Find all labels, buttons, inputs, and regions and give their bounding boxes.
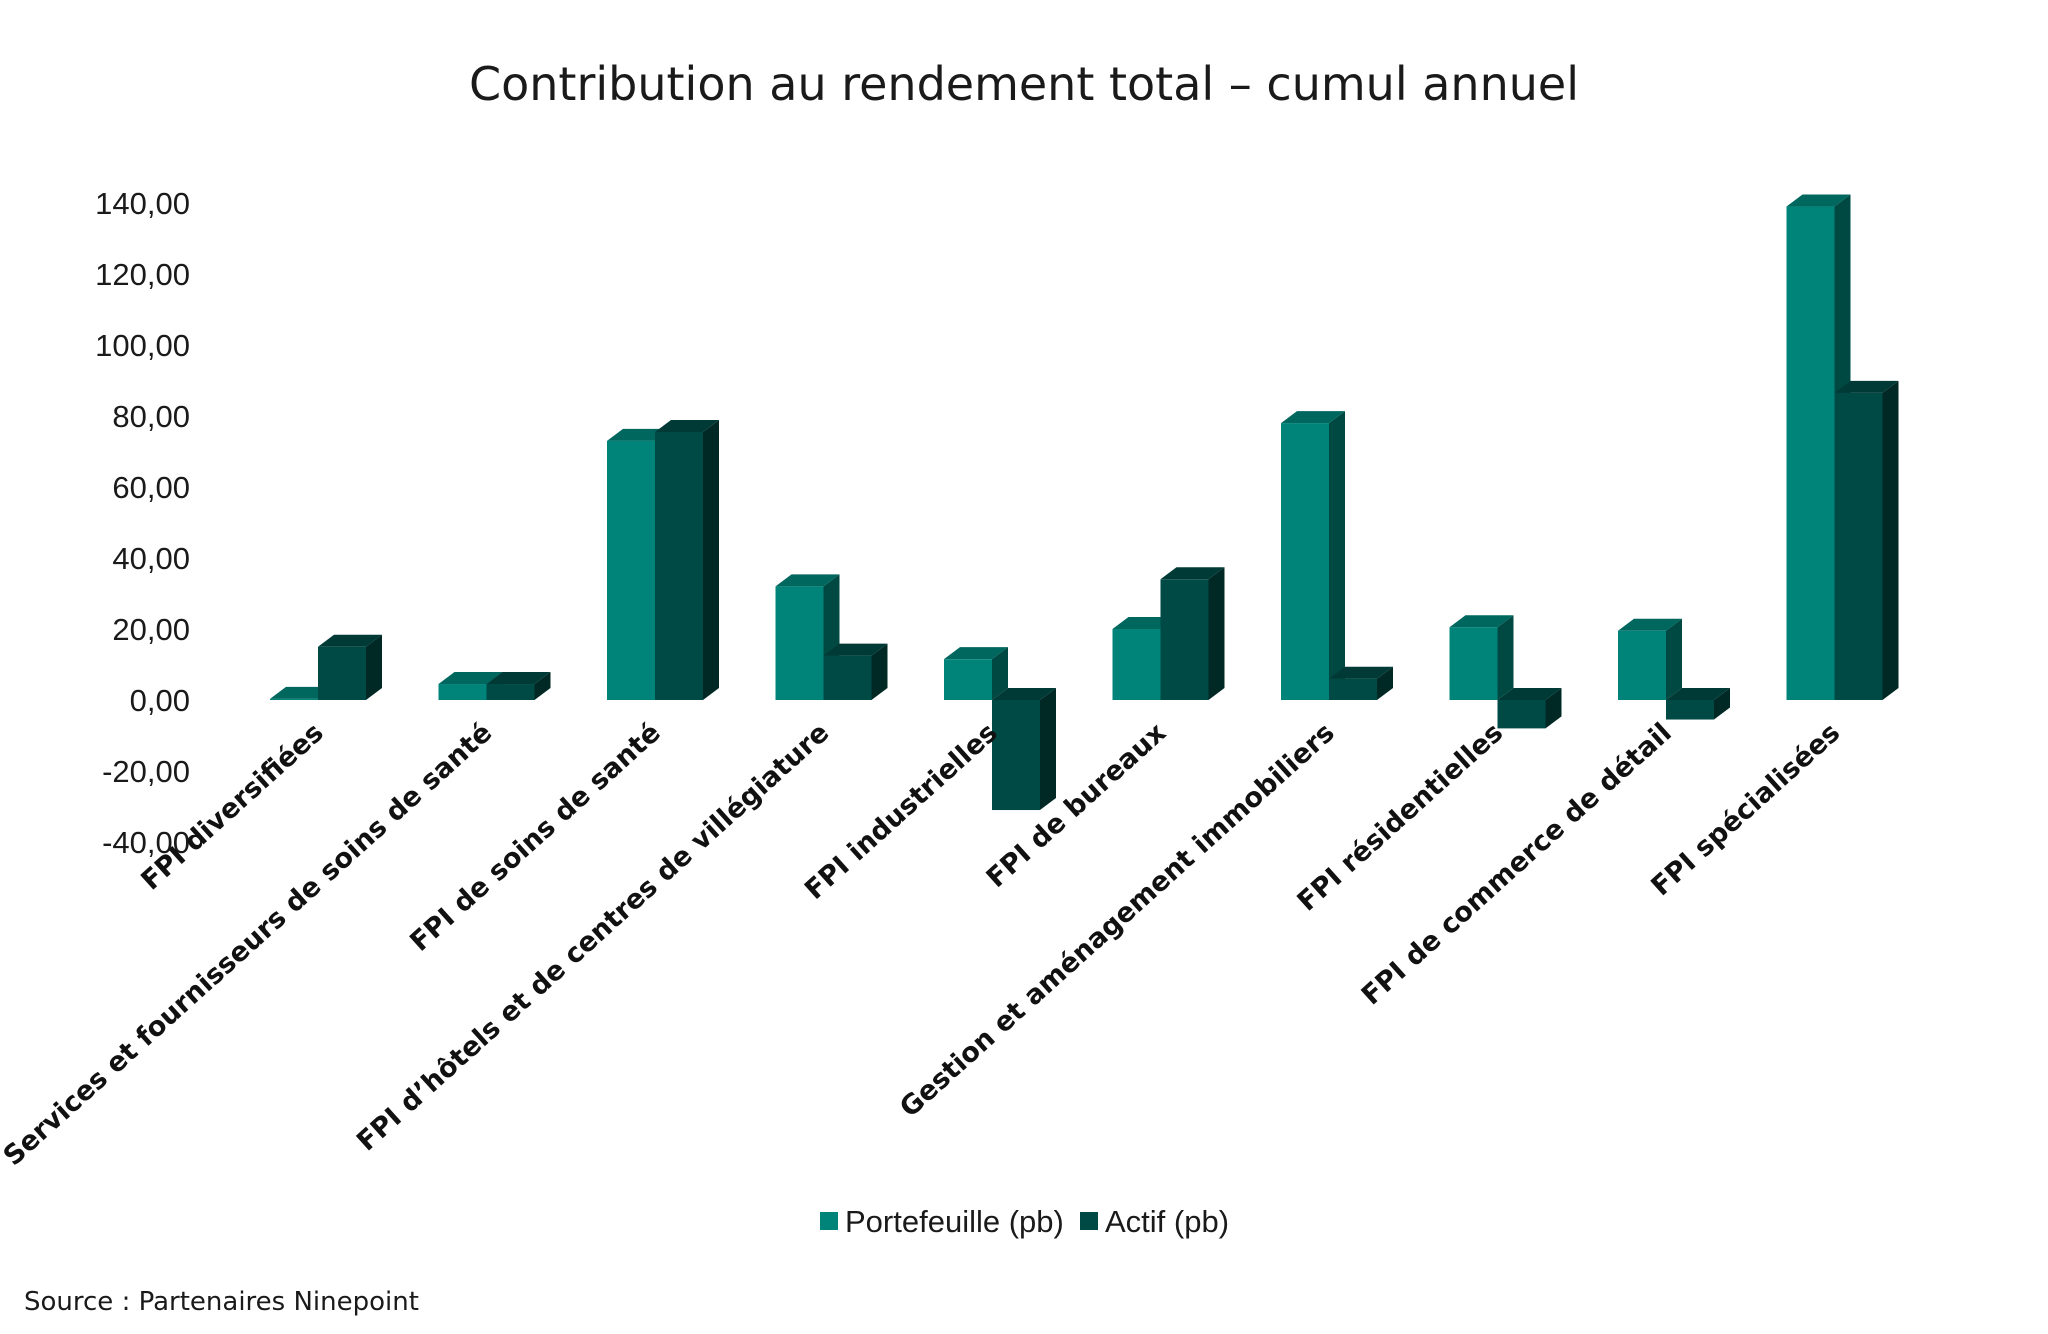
y-tick-label: 100,00 [95, 328, 190, 363]
bar-side [1666, 618, 1682, 700]
bar [1160, 567, 1225, 700]
bar [1834, 380, 1899, 700]
bar-front [607, 440, 655, 700]
bar-front [318, 646, 366, 700]
bar-top [1329, 666, 1393, 679]
bar-front [823, 655, 872, 700]
x-tick-label: FPI de commerce de détail [1356, 717, 1678, 1011]
bar-side [1208, 567, 1225, 700]
bar-side [1545, 688, 1562, 729]
bar-side [1882, 380, 1899, 700]
bar-side [992, 647, 1008, 700]
bar-front [486, 684, 535, 700]
bar [1329, 666, 1393, 700]
bar-front [1160, 579, 1209, 700]
y-tick-label: -20,00 [102, 754, 190, 789]
bar-top [823, 643, 888, 656]
chart-title: Contribution au rendement total – cumul … [469, 57, 1579, 111]
y-tick-label: 120,00 [95, 257, 190, 292]
bar-top [1497, 688, 1562, 700]
source-note: Source : Partenaires Ninepoint [24, 1287, 419, 1317]
bars [270, 194, 1899, 811]
bar [944, 647, 1008, 700]
bar-front [1834, 392, 1883, 700]
bar-front [992, 700, 1040, 811]
bar-side [1497, 615, 1514, 700]
bar-side [1040, 688, 1056, 811]
bar-side [1377, 666, 1393, 700]
legend: Portefeuille (pb) Actif (pb) [820, 1204, 1229, 1239]
bar [823, 643, 888, 700]
bar-front [1786, 206, 1835, 701]
bar-top [438, 672, 503, 685]
x-tick-label: FPI spécialisées [1645, 717, 1846, 902]
bar-top [992, 688, 1056, 700]
bar [1618, 618, 1682, 700]
y-tick-label: 140,00 [95, 186, 190, 221]
x-tick-label: FPI diversifiées [135, 717, 329, 896]
bar-top [486, 672, 551, 685]
bar-top [318, 634, 382, 647]
bar-top [1786, 194, 1851, 207]
bar-top [944, 647, 1008, 660]
bar-front [655, 431, 703, 700]
bar-top [655, 419, 719, 432]
bar-top [1834, 380, 1899, 393]
bar-front [775, 586, 824, 700]
bar-front [1666, 700, 1714, 720]
legend-label-portefeuille: Portefeuille (pb) [845, 1204, 1064, 1239]
bar-side [871, 643, 888, 700]
bar [1666, 688, 1730, 720]
bar [655, 419, 719, 700]
y-tick-label: 0,00 [130, 683, 190, 718]
bar-front [438, 684, 487, 700]
y-tick-label: 40,00 [112, 541, 190, 576]
legend-swatch-portefeuille [820, 1212, 838, 1230]
bar-front [270, 698, 318, 700]
y-tick-label: 60,00 [112, 470, 190, 505]
y-tick-label: 80,00 [112, 399, 190, 434]
bar-top [1666, 688, 1730, 700]
bar-front [1329, 678, 1377, 700]
bar-side [703, 419, 719, 700]
y-tick-label: -40,00 [102, 825, 190, 860]
bar-front [1618, 630, 1666, 700]
bar-front [1112, 629, 1161, 700]
bar-side [1714, 688, 1730, 720]
bar-side [534, 672, 551, 700]
bar-front [1281, 423, 1329, 700]
bar-top [1160, 567, 1225, 580]
x-tick-label: FPI industrielles [799, 717, 1004, 906]
legend-swatch-actif [1080, 1212, 1098, 1230]
bar-top [1449, 615, 1514, 628]
y-axis: 140,00 120,00 100,00 80,00 60,00 40,00 20,00 0,… [95, 186, 190, 860]
bar [1281, 411, 1345, 700]
bar [486, 672, 551, 700]
bar-front [1449, 627, 1498, 700]
bar-top [1281, 411, 1345, 424]
bar-front [1497, 700, 1546, 729]
bar [1497, 688, 1562, 729]
bar-side [1329, 411, 1345, 700]
bar-top [1618, 618, 1682, 631]
bar [1449, 615, 1514, 700]
bar-side [366, 634, 382, 700]
y-tick-label: 20,00 [112, 612, 190, 647]
bar [318, 634, 382, 700]
legend-label-actif: Actif (pb) [1105, 1204, 1229, 1239]
bar [992, 688, 1056, 811]
bar-front [944, 659, 992, 700]
bar-top [775, 574, 840, 587]
